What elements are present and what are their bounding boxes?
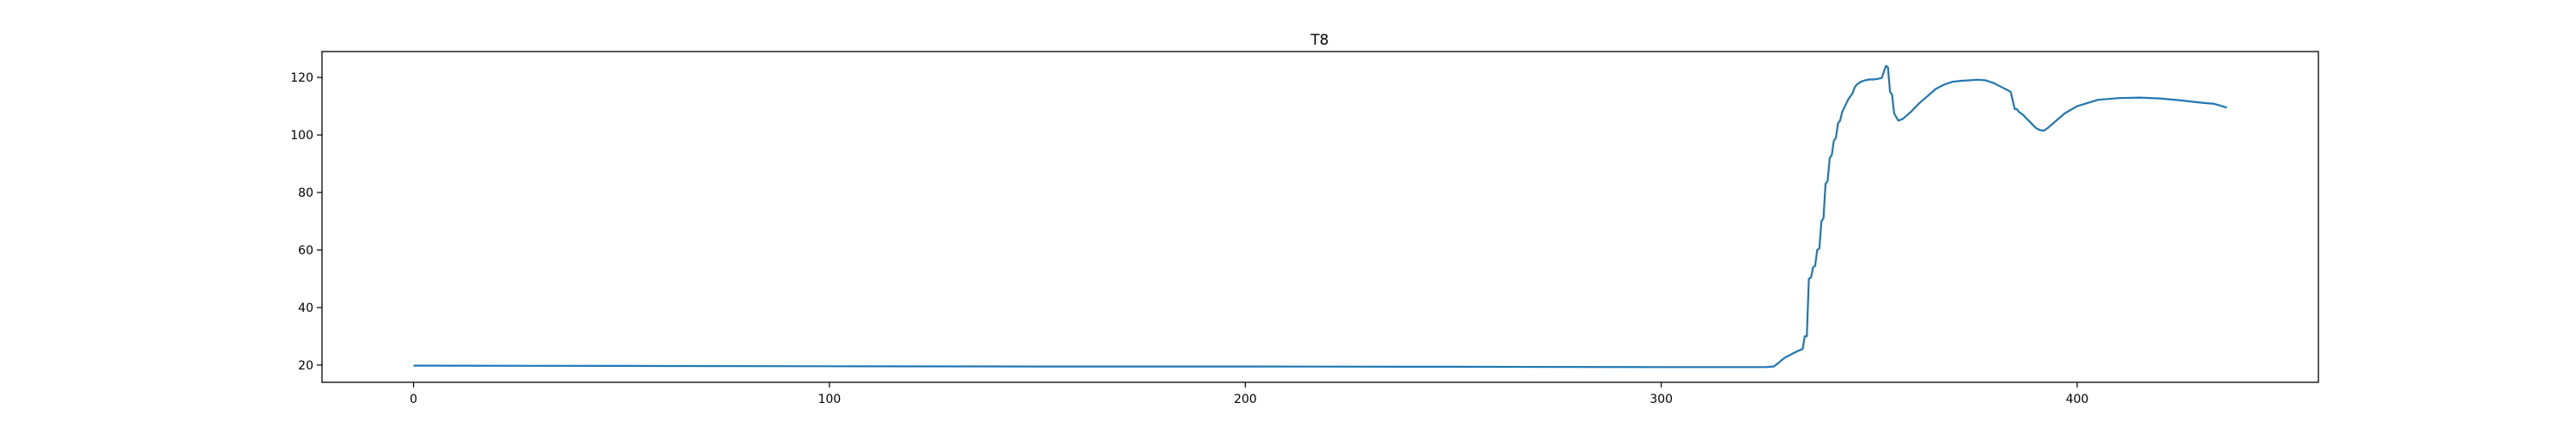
chart-title: T8 xyxy=(1309,32,1328,49)
x-tick-label: 100 xyxy=(818,393,841,406)
x-tick-label: 400 xyxy=(2066,393,2089,406)
y-tick-label: 20 xyxy=(298,359,313,373)
plot-area-frame xyxy=(321,51,2319,383)
y-tick-label: 80 xyxy=(298,186,313,200)
y-tick-label: 100 xyxy=(290,129,313,143)
x-tick-label: 200 xyxy=(1234,393,1257,406)
x-tick-label: 300 xyxy=(1649,393,1673,406)
y-tick-label: 120 xyxy=(290,71,313,85)
series-layer xyxy=(413,64,2227,369)
series-line xyxy=(413,64,2227,369)
x-tick-label: 0 xyxy=(410,393,417,406)
y-tick-label: 60 xyxy=(298,244,313,258)
y-tick-label: 40 xyxy=(298,302,313,315)
x-axis: 0 100 200 300 400 xyxy=(410,382,2088,406)
y-axis: 20 40 60 80 100 120 xyxy=(290,71,322,373)
